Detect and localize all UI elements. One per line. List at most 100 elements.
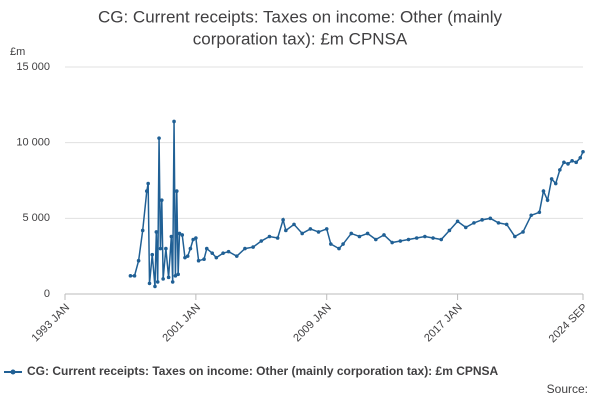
point <box>455 219 460 224</box>
point <box>146 181 150 186</box>
point <box>194 236 198 240</box>
point <box>284 228 288 233</box>
x-tick-label: 2001 JAN <box>160 302 203 345</box>
source: Source: <box>547 382 588 396</box>
point <box>154 230 159 234</box>
point <box>159 198 164 202</box>
point <box>196 258 201 263</box>
point <box>480 218 484 222</box>
point <box>414 236 419 240</box>
point <box>545 198 550 202</box>
point <box>329 242 333 246</box>
point <box>180 233 185 237</box>
line <box>130 121 584 287</box>
point <box>365 231 370 236</box>
point <box>259 239 264 243</box>
point <box>188 246 193 251</box>
point <box>423 234 427 239</box>
point <box>349 231 354 236</box>
point <box>496 221 501 225</box>
point <box>472 221 476 225</box>
point <box>147 281 152 286</box>
point <box>300 231 304 236</box>
point <box>357 234 362 239</box>
point <box>164 246 168 251</box>
point <box>292 222 296 227</box>
point <box>251 245 255 249</box>
point <box>174 189 179 193</box>
point <box>161 277 165 281</box>
y-tick-label: 10 000 <box>16 137 50 149</box>
point <box>562 160 566 165</box>
legend-marker <box>10 369 16 375</box>
y-tick-label: 15 000 <box>16 61 50 73</box>
point <box>447 228 452 233</box>
point <box>234 254 239 258</box>
x-tick-label: 2009 JAN <box>291 302 334 345</box>
point <box>275 236 280 240</box>
point <box>521 230 525 234</box>
point <box>337 246 341 251</box>
point <box>316 230 321 234</box>
x-tick-label: 2024 SEP <box>547 302 591 346</box>
point <box>308 227 313 231</box>
point <box>221 251 225 255</box>
point <box>374 237 378 242</box>
point <box>132 274 137 278</box>
point <box>529 213 533 218</box>
point <box>324 227 329 231</box>
point <box>267 234 272 239</box>
point <box>341 242 345 246</box>
chart-title: CG: Current receipts: Taxes on income: O… <box>98 7 503 26</box>
point <box>177 231 182 236</box>
x-tick-label: 2017 JAN <box>422 302 465 345</box>
y-tick-label: 5 000 <box>22 212 50 224</box>
point <box>390 240 394 245</box>
point <box>439 237 444 242</box>
point <box>150 252 155 257</box>
point <box>281 218 285 222</box>
point <box>558 168 562 172</box>
point <box>504 222 509 227</box>
point <box>549 177 554 181</box>
x-tick-label: 1993 JAN <box>30 302 73 345</box>
point <box>136 258 141 263</box>
point <box>172 119 176 124</box>
point <box>157 136 161 140</box>
point <box>541 189 546 193</box>
chart-title: corporation tax): £m CPNSA <box>193 29 408 48</box>
point <box>176 272 180 277</box>
point <box>140 228 145 233</box>
point <box>226 249 231 254</box>
point <box>170 280 175 284</box>
point <box>128 274 133 278</box>
point <box>169 234 174 239</box>
point <box>513 234 517 239</box>
point <box>578 156 583 160</box>
point <box>406 237 411 242</box>
point <box>183 255 187 260</box>
point <box>144 189 149 193</box>
point <box>202 257 206 261</box>
point <box>574 160 578 165</box>
point <box>382 233 386 237</box>
point <box>431 236 435 240</box>
point <box>204 246 209 251</box>
y-unit: £m <box>10 46 25 58</box>
point <box>185 254 190 258</box>
point <box>537 210 542 215</box>
y-tick-label: 0 <box>44 288 50 300</box>
point <box>214 255 219 260</box>
point <box>155 280 160 284</box>
point <box>553 181 558 186</box>
point <box>173 274 178 278</box>
point <box>566 162 570 166</box>
point <box>243 246 247 251</box>
point <box>581 149 585 154</box>
point <box>210 251 215 255</box>
point <box>166 275 171 280</box>
legend-label: CG: Current receipts: Taxes on income: O… <box>27 364 499 378</box>
point <box>191 237 195 242</box>
point <box>488 216 493 221</box>
